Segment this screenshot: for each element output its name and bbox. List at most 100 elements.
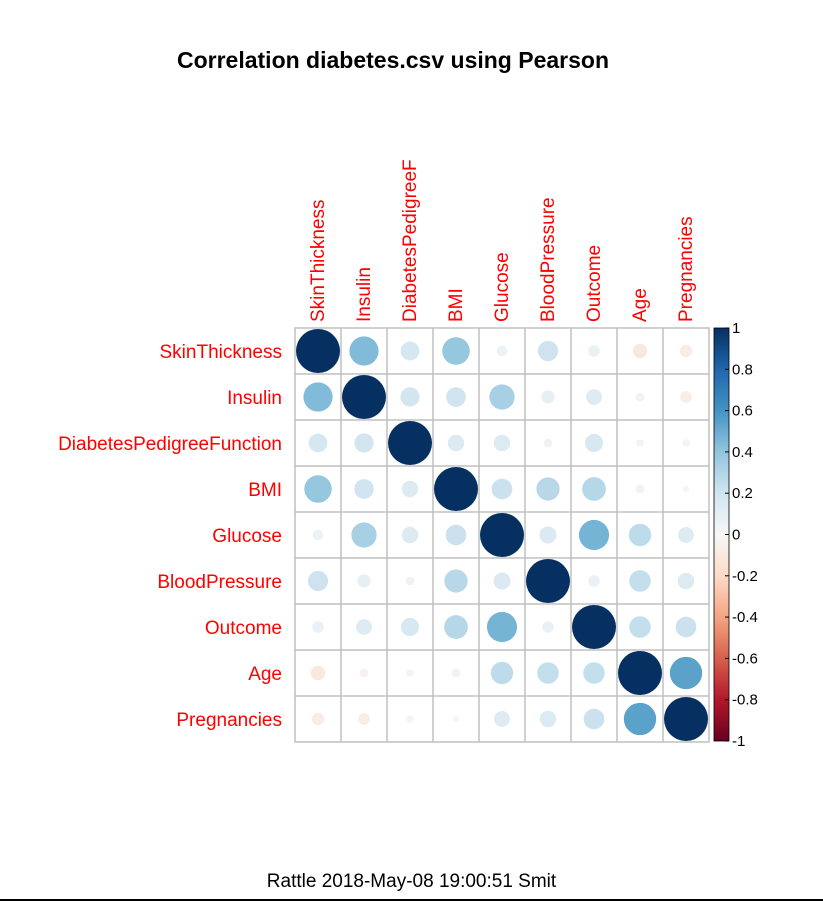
- row-label-bloodpressure: BloodPressure: [157, 572, 282, 593]
- corr-circle-bloodpressure-skinthickness: [307, 570, 329, 592]
- corr-circle-glucose-insulin: [351, 522, 377, 548]
- colorbar-tick-label: 0.8: [732, 361, 753, 378]
- corr-circle-skinthickness-bmi: [442, 337, 470, 365]
- row-label-bmi: BMI: [248, 480, 282, 501]
- corr-circle-bloodpressure-bmi: [444, 569, 468, 593]
- corr-circle-outcome-outcome: [572, 605, 616, 649]
- colorbar-tick-label: -1: [732, 733, 745, 750]
- corr-circle-skinthickness-outcome: [588, 345, 600, 357]
- footer-caption: Rattle 2018-May-08 19:00:51 Smit: [266, 871, 557, 892]
- colorbar-tick-label: 0.6: [732, 403, 753, 420]
- corr-circle-pregnancies-age: [623, 702, 657, 736]
- column-label-age: Age: [630, 288, 651, 322]
- corr-circle-insulin-glucose: [489, 384, 515, 410]
- corr-circle-diabetespedigreefunction-bmi: [447, 434, 465, 452]
- corr-circle-skinthickness-insulin: [349, 336, 379, 366]
- colorbar-tick-label: 0.2: [732, 485, 753, 502]
- corr-circle-outcome-age: [629, 616, 651, 638]
- corr-circle-pregnancies-insulin: [358, 713, 370, 725]
- corr-circle-bmi-insulin: [354, 479, 374, 499]
- corr-circle-bloodpressure-bloodpressure: [526, 559, 570, 603]
- corr-circle-insulin-insulin: [342, 375, 386, 419]
- row-label-age: Age: [248, 664, 282, 685]
- corr-circle-insulin-diabetespedigreefunction: [400, 387, 420, 407]
- corr-circle-glucose-bmi: [445, 524, 467, 546]
- corr-circle-bloodpressure-pregnancies: [677, 572, 695, 590]
- corr-circle-outcome-diabetespedigreefunction: [400, 617, 420, 637]
- corr-circle-outcome-skinthickness: [312, 621, 324, 633]
- corr-circle-bloodpressure-diabetespedigreefunction: [405, 576, 415, 586]
- corr-circle-pregnancies-outcome: [583, 708, 605, 730]
- corr-circle-pregnancies-glucose: [494, 711, 510, 727]
- colorbar-tick-label: -0.2: [732, 568, 758, 585]
- bottom-divider: [0, 899, 823, 901]
- colorbar-tick-label: 0: [732, 527, 740, 544]
- row-label-glucose: Glucose: [212, 526, 282, 547]
- corr-circle-insulin-pregnancies: [680, 391, 692, 403]
- corr-circle-age-pregnancies: [669, 656, 703, 690]
- corr-circle-age-insulin: [359, 668, 369, 678]
- corr-circle-diabetespedigreefunction-outcome: [584, 433, 604, 453]
- colorbar-tick-label: -0.8: [732, 692, 758, 709]
- corr-circle-diabetespedigreefunction-age: [636, 439, 644, 447]
- colorbar-tick-label: 1: [732, 320, 740, 337]
- corr-circle-pregnancies-diabetespedigreefunction: [406, 715, 414, 723]
- row-label-skinthickness: SkinThickness: [160, 342, 283, 363]
- corr-circle-bmi-bmi: [434, 467, 478, 511]
- corr-circle-bmi-bloodpressure: [536, 477, 560, 501]
- corr-circle-skinthickness-diabetespedigreefunction: [400, 341, 420, 361]
- corr-circle-glucose-age: [628, 523, 652, 547]
- corr-circle-outcome-pregnancies: [675, 616, 697, 638]
- row-label-insulin: Insulin: [227, 388, 282, 409]
- corr-circle-pregnancies-pregnancies: [664, 697, 708, 741]
- colorbar-tick-label: -0.4: [732, 609, 758, 626]
- corr-circle-bmi-skinthickness: [304, 475, 332, 503]
- corr-circle-bmi-pregnancies: [682, 485, 690, 493]
- column-label-pregnancies: Pregnancies: [676, 216, 697, 322]
- corr-circle-age-bloodpressure: [537, 662, 559, 684]
- corr-circle-diabetespedigreefunction-glucose: [493, 434, 511, 452]
- corr-circle-bmi-glucose: [491, 478, 513, 500]
- row-label-pregnancies: Pregnancies: [176, 710, 282, 731]
- column-label-diabetespedigreefunction: DiabetesPedigreeF: [400, 159, 421, 322]
- corr-circle-age-skinthickness: [310, 665, 326, 681]
- column-label-insulin: Insulin: [354, 267, 375, 322]
- corr-circle-pregnancies-bmi: [452, 715, 460, 723]
- corr-circle-outcome-bmi: [444, 615, 468, 639]
- corr-circle-diabetespedigreefunction-insulin: [354, 433, 374, 453]
- corr-circle-diabetespedigreefunction-diabetespedigreefunction: [388, 421, 432, 465]
- corr-circle-outcome-glucose: [486, 611, 518, 643]
- corr-circle-age-diabetespedigreefunction: [406, 669, 414, 677]
- corr-circle-glucose-bloodpressure: [539, 526, 557, 544]
- corr-circle-glucose-diabetespedigreefunction: [401, 526, 419, 544]
- corr-circle-outcome-insulin: [356, 619, 372, 635]
- corr-circle-diabetespedigreefunction-pregnancies: [682, 439, 690, 447]
- column-labels: SkinThickness Insulin DiabetesPedigreeF BMI…: [308, 159, 697, 322]
- corr-circle-age-glucose: [490, 661, 514, 685]
- row-label-outcome: Outcome: [205, 618, 282, 639]
- corr-circle-skinthickness-bloodpressure: [537, 340, 559, 362]
- column-label-skinthickness: SkinThickness: [308, 200, 329, 323]
- corr-circle-bloodpressure-outcome: [588, 575, 600, 587]
- corr-circle-glucose-glucose: [480, 513, 524, 557]
- corr-circle-diabetespedigreefunction-skinthickness: [308, 433, 328, 453]
- corr-circle-glucose-skinthickness: [312, 529, 324, 541]
- corr-circle-age-outcome: [583, 662, 605, 684]
- corr-circle-skinthickness-glucose: [496, 345, 508, 357]
- corr-circle-bloodpressure-age: [629, 570, 651, 592]
- corr-circle-glucose-pregnancies: [678, 527, 694, 543]
- corr-circle-bmi-age: [635, 484, 645, 494]
- corr-circle-skinthickness-pregnancies: [679, 344, 693, 358]
- column-label-bloodpressure: BloodPressure: [538, 197, 559, 322]
- chart-title: Correlation diabetes.csv using Pearson: [177, 47, 609, 73]
- corr-circle-insulin-age: [635, 392, 645, 402]
- corr-circle-pregnancies-skinthickness: [311, 712, 325, 726]
- correlation-circles: [296, 329, 708, 741]
- row-labels: SkinThickness Insulin DiabetesPedigreeFunc…: [58, 342, 282, 731]
- corr-circle-skinthickness-age: [632, 343, 648, 359]
- corr-circle-outcome-bloodpressure: [542, 621, 554, 633]
- colorbar-tick-label: -0.6: [732, 650, 758, 667]
- corr-circle-insulin-skinthickness: [303, 382, 333, 412]
- corr-circle-insulin-bmi: [446, 387, 466, 407]
- corr-circle-insulin-bloodpressure: [541, 390, 555, 404]
